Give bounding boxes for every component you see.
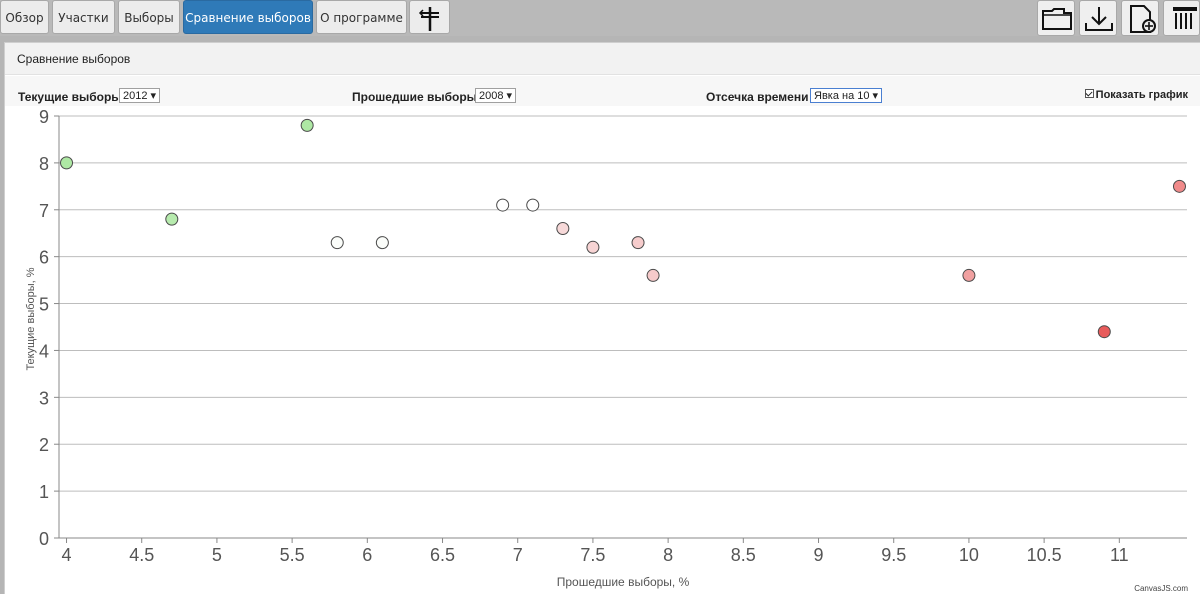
y-tick-label: 9	[39, 107, 49, 127]
signpost-icon[interactable]	[409, 0, 450, 34]
x-tick-label: 11	[1110, 545, 1129, 565]
time-cutoff-label: Отсечка времени	[706, 90, 809, 104]
y-tick-label: 4	[39, 341, 49, 361]
tab-elections[interactable]: Выборы	[118, 0, 180, 34]
x-tick-label: 9.5	[881, 545, 906, 565]
x-tick-label: 10	[959, 545, 979, 565]
past-election-label: Прошедшие выборы	[352, 90, 477, 104]
y-axis-title: Текущие выборы, %	[25, 267, 37, 370]
scatter-point	[330, 236, 344, 250]
y-tick-label: 5	[39, 295, 49, 315]
scatter-point	[375, 236, 389, 250]
y-tick-label: 1	[39, 482, 49, 502]
y-tick-label: 6	[39, 248, 49, 268]
panel-header: Сравнение выборов	[5, 43, 1200, 75]
tab-about[interactable]: О программе	[316, 0, 407, 34]
past-election-value: 2008	[479, 90, 504, 102]
scatter-point	[300, 118, 314, 132]
scatter-point	[646, 268, 660, 282]
y-tick-label: 8	[39, 154, 49, 174]
tab-precincts[interactable]: Участки	[52, 0, 115, 34]
show-chart-label: Показать график	[1095, 89, 1188, 101]
x-tick-label: 6	[362, 545, 372, 565]
x-tick-label: 8.5	[731, 545, 756, 565]
new-document-icon[interactable]	[1121, 0, 1159, 36]
past-election-select[interactable]: 2008 ▾	[475, 88, 517, 103]
x-tick-label: 10.5	[1027, 545, 1062, 565]
folder-icon[interactable]	[1037, 0, 1075, 36]
current-election-select[interactable]: 2012 ▾	[119, 88, 161, 103]
tab-overview[interactable]: Обзор	[0, 0, 49, 34]
current-election-label: Текущие выборы	[18, 90, 122, 104]
scatter-point	[962, 268, 976, 282]
x-tick-label: 5.5	[280, 545, 305, 565]
filter-bar: Текущие выборы 2012 ▾ Прошедшие выборы 2…	[5, 76, 1200, 106]
scatter-point	[1097, 325, 1111, 339]
x-tick-label: 8	[663, 545, 673, 565]
scatter-point	[526, 198, 540, 212]
scatter-point	[1172, 179, 1186, 193]
scatter-point	[586, 240, 600, 254]
time-cutoff-value: Явка на 10	[814, 90, 870, 102]
scatter-point	[496, 198, 510, 212]
download-icon[interactable]	[1079, 0, 1117, 36]
y-tick-label: 3	[39, 388, 49, 408]
panel-title: Сравнение выборов	[17, 52, 131, 66]
tab-compare-elections[interactable]: Сравнение выборов	[183, 0, 313, 34]
x-tick-label: 4.5	[129, 545, 154, 565]
x-tick-label: 6.5	[430, 545, 455, 565]
scatter-point	[165, 212, 179, 226]
scatter-point	[631, 236, 645, 250]
y-tick-label: 7	[39, 201, 49, 221]
x-tick-label: 4	[62, 545, 72, 565]
time-cutoff-select[interactable]: Явка на 10 ▾	[810, 88, 883, 103]
y-tick-label: 2	[39, 435, 49, 455]
show-chart-toggle[interactable]: Показать график	[1084, 89, 1188, 101]
chart-credit: CanvasJS.com	[1134, 584, 1188, 593]
scatter-point	[60, 156, 74, 170]
current-election-value: 2012	[123, 90, 148, 102]
tab-bar: Обзор Участки Выборы Сравнение выборов О…	[0, 0, 1200, 36]
scatter-point	[556, 222, 570, 236]
y-tick-label: 0	[39, 529, 49, 549]
show-chart-checkbox[interactable]	[1084, 89, 1094, 98]
x-axis-title: Прошедшие выборы, %	[557, 575, 690, 589]
x-tick-label: 5	[212, 545, 222, 565]
comparison-panel: Сравнение выборов Текущие выборы 2012 ▾ …	[4, 42, 1200, 594]
x-tick-label: 7.5	[580, 545, 605, 565]
x-tick-label: 9	[814, 545, 824, 565]
x-tick-label: 7	[513, 545, 523, 565]
